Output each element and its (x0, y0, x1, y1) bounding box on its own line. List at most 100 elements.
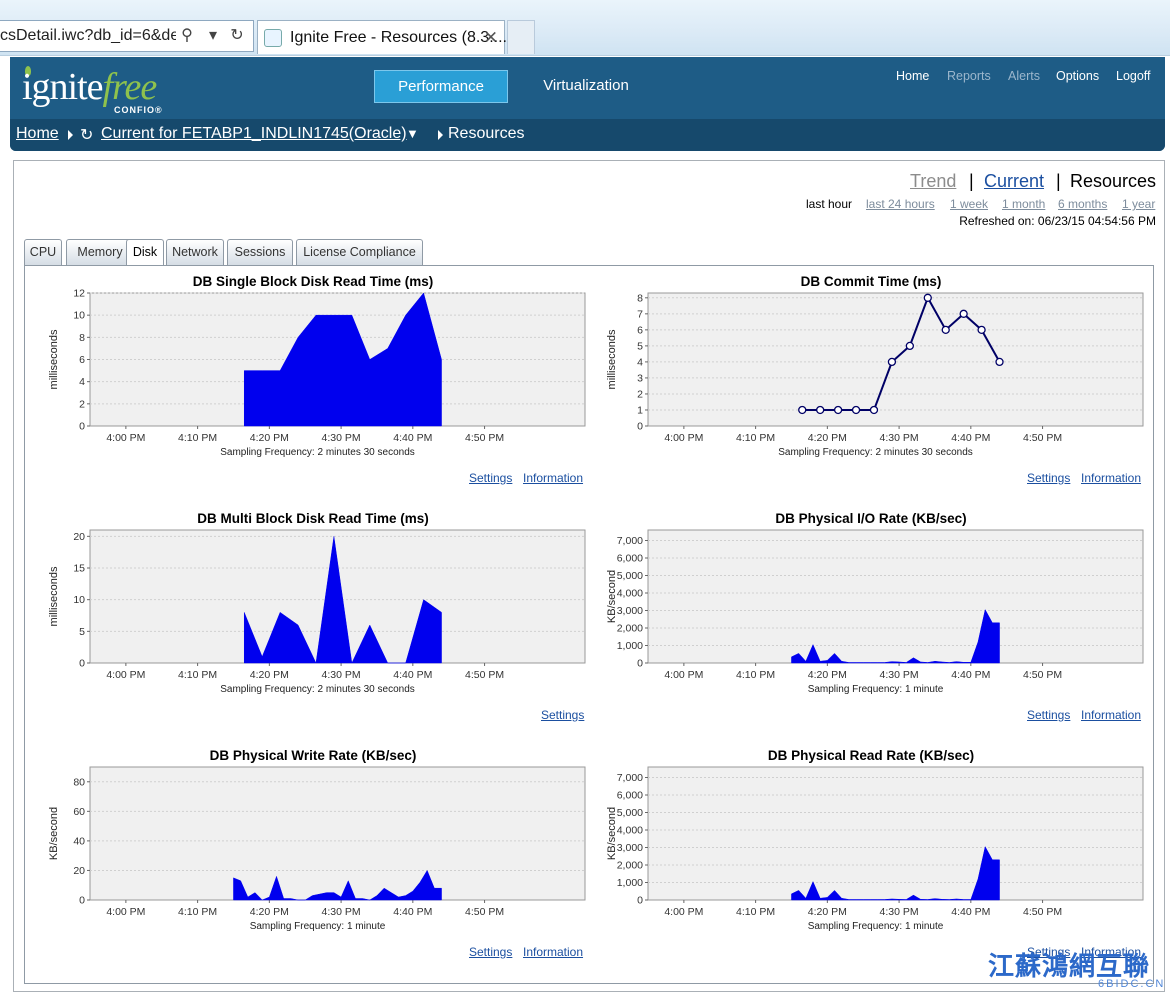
y-tick-label: 0 (637, 895, 643, 907)
tab-sessions[interactable]: Sessions (227, 239, 293, 265)
range-last-24-hours[interactable]: last 24 hours (866, 197, 935, 211)
top-link-home[interactable]: Home (896, 69, 930, 83)
x-tick-label: 4:20 PM (250, 906, 289, 918)
y-tick-label: 1,000 (617, 640, 643, 652)
nav-virtualization[interactable]: Virtualization (543, 77, 629, 94)
tab-memory[interactable]: Memory (66, 239, 134, 265)
series-area (243, 292, 442, 427)
view-separator: | (1056, 171, 1061, 191)
x-tick-label: 4:50 PM (465, 669, 504, 681)
refresh-icon[interactable]: ↻ (80, 127, 94, 144)
x-tick-label: 4:30 PM (322, 432, 361, 444)
new-tab-button[interactable] (507, 20, 535, 54)
view-switch: Trend | Current | Resources (910, 171, 1156, 195)
y-tick-label: 8 (637, 292, 643, 304)
view-resources: Resources (1070, 171, 1157, 191)
information-link[interactable]: Information (523, 945, 584, 959)
settings-link[interactable]: Settings (469, 471, 513, 485)
x-tick-label: 4:50 PM (465, 432, 504, 444)
breadcrumb-home[interactable]: Home (16, 125, 59, 142)
chart-physical-write-rate: DB Physical Write Rate (KB/sec) 0 20 40 60 80… (33, 748, 593, 980)
chevron-down-icon[interactable]: ▼ (406, 126, 419, 141)
y-tick-label: 0 (79, 895, 85, 907)
nav-performance[interactable]: Performance (374, 70, 508, 103)
dropdown-icon[interactable]: ▾ (208, 27, 218, 44)
tab-license-compliance[interactable]: License Compliance (296, 239, 423, 265)
y-tick-label: 4 (637, 356, 643, 368)
x-tick-label: 4:40 PM (393, 432, 432, 444)
data-point (833, 405, 843, 415)
range-last-hour[interactable]: last hour (806, 197, 853, 211)
top-link-logoff[interactable]: Logoff (1116, 69, 1151, 83)
breadcrumb-arrow-icon (438, 130, 443, 140)
chart-single-block-read: DB Single Block Disk Read Time (ms) 0 2 4 6 8… (33, 274, 593, 506)
y-tick-label: 6,000 (617, 790, 643, 802)
y-tick-label: 12 (73, 288, 85, 300)
data-point (798, 405, 807, 415)
browser-tab[interactable]: Ignite Free - Resources (8.3.... ✕ (257, 20, 507, 54)
y-tick-label: 0 (637, 421, 643, 433)
top-link-options[interactable]: Options (1056, 69, 1100, 83)
information-link[interactable]: Information (1081, 708, 1142, 722)
x-tick-label: 4:50 PM (465, 906, 504, 918)
y-tick-label: 60 (73, 806, 85, 818)
x-tick-label: 4:40 PM (951, 906, 990, 918)
breadcrumb-arrow-icon (68, 130, 73, 140)
y-tick-label: 7 (637, 308, 643, 320)
y-tick-label: 2 (79, 398, 85, 410)
settings-link[interactable]: Settings (541, 708, 585, 722)
top-link-alerts[interactable]: Alerts (1008, 69, 1040, 83)
x-tick-label: 4:50 PM (1023, 432, 1062, 444)
x-tick-label: 4:10 PM (178, 906, 217, 918)
y-tick-label: 2 (637, 388, 643, 400)
plot-area (647, 766, 1144, 901)
refresh-icon[interactable]: ↻ (230, 27, 244, 44)
tab-disk[interactable]: Disk (126, 239, 164, 266)
settings-link[interactable]: Settings (1027, 708, 1071, 722)
chart-title: DB Commit Time (ms) (800, 274, 942, 289)
settings-link[interactable]: Settings (1027, 471, 1071, 485)
range-1-month[interactable]: 1 month (1002, 197, 1046, 211)
information-link[interactable]: Information (523, 471, 584, 485)
y-tick-label: 20 (73, 865, 85, 877)
information-link[interactable]: Information (1081, 945, 1142, 959)
series-area (243, 536, 442, 664)
information-link[interactable]: Information (1081, 471, 1142, 485)
x-tick-label: 4:30 PM (322, 669, 361, 681)
data-point (995, 357, 1004, 367)
tab-title[interactable]: Ignite Free - Resources (8.3.... (290, 29, 507, 46)
range-6-months[interactable]: 6 months (1058, 197, 1108, 211)
y-tick-label: 80 (73, 776, 85, 788)
chart-title: DB Single Block Disk Read Time (ms) (192, 274, 434, 289)
range-1-year[interactable]: 1 year (1122, 197, 1156, 211)
view-current-link[interactable]: Current (984, 171, 1045, 191)
top-link-reports[interactable]: Reports (947, 69, 991, 83)
breadcrumb-current[interactable]: Current for FETABP1_INDLIN1745(Oracle) (101, 125, 407, 142)
settings-link[interactable]: Settings (469, 945, 513, 959)
tab-cpu[interactable]: CPU (24, 239, 62, 265)
y-tick-label: 15 (73, 563, 85, 575)
data-point (851, 405, 861, 415)
data-point (977, 325, 986, 335)
x-tick-label: 4:00 PM (664, 432, 703, 444)
plot-area (647, 529, 1144, 664)
settings-link[interactable]: Settings (1027, 945, 1071, 959)
y-tick-label: 3,000 (617, 842, 643, 854)
tab-network[interactable]: Network (166, 239, 224, 265)
search-icon[interactable]: ⚲ (181, 27, 193, 44)
x-tick-label: 4:30 PM (880, 906, 919, 918)
x-tick-label: 4:00 PM (664, 906, 703, 918)
y-tick-label: 1,000 (617, 877, 643, 889)
y-tick-label: 20 (73, 531, 85, 543)
y-tick-label: 7,000 (617, 772, 643, 784)
address-text[interactable]: csDetail.iwc?db_id=6&dev (0, 27, 176, 44)
range-1-week[interactable]: 1 week (950, 197, 989, 211)
address-bar[interactable]: csDetail.iwc?db_id=6&dev ⚲ ▾ ↻ (0, 20, 254, 52)
view-trend-link[interactable]: Trend (910, 171, 957, 191)
close-icon[interactable]: ✕ (483, 28, 498, 47)
series-area (791, 845, 1000, 901)
chart-title: DB Physical Read Rate (KB/sec) (767, 748, 975, 763)
y-tick-label: 4,000 (617, 588, 643, 600)
y-tick-label: 10 (73, 310, 85, 322)
ignite-logo[interactable]: ignitefree CONFIO® (22, 63, 182, 119)
